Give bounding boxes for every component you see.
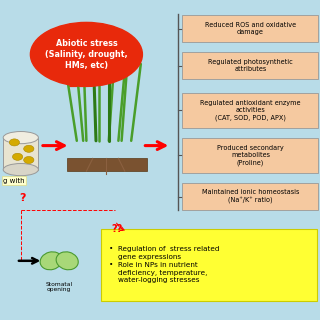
Text: •  Regulation of  stress related
    gene expressions
•  Role in NPs in nutrient: • Regulation of stress related gene expr…: [109, 246, 219, 283]
Ellipse shape: [24, 145, 34, 152]
Polygon shape: [69, 82, 86, 86]
Text: ??: ??: [111, 224, 123, 234]
FancyBboxPatch shape: [67, 158, 147, 171]
Text: Maintained ionic homeostasis
(Na⁺/K⁺ ratio): Maintained ionic homeostasis (Na⁺/K⁺ rat…: [202, 189, 299, 204]
FancyArrowPatch shape: [116, 223, 124, 230]
FancyBboxPatch shape: [182, 15, 318, 42]
Ellipse shape: [12, 153, 23, 160]
FancyBboxPatch shape: [101, 229, 317, 301]
FancyBboxPatch shape: [182, 52, 318, 79]
FancyBboxPatch shape: [182, 93, 318, 128]
Ellipse shape: [56, 252, 78, 270]
Ellipse shape: [3, 164, 38, 176]
Text: g with: g with: [3, 178, 25, 184]
Ellipse shape: [9, 139, 20, 146]
Text: Regulated photosynthetic
attributes: Regulated photosynthetic attributes: [208, 59, 293, 72]
Text: Abiotic stress
(Salinity, drought,
HMs, etc): Abiotic stress (Salinity, drought, HMs, …: [45, 39, 128, 70]
Ellipse shape: [3, 132, 38, 144]
Text: Regulated antioxidant enzyme
activities
(CAT, SOD, POD, APX): Regulated antioxidant enzyme activities …: [200, 100, 301, 121]
Text: Stomatal
opening: Stomatal opening: [46, 282, 73, 292]
Ellipse shape: [30, 22, 142, 86]
Ellipse shape: [40, 252, 62, 270]
FancyBboxPatch shape: [182, 183, 318, 211]
Text: ?: ?: [19, 193, 26, 204]
FancyBboxPatch shape: [182, 138, 318, 173]
Text: Reduced ROS and oxidative
damage: Reduced ROS and oxidative damage: [205, 22, 296, 36]
Ellipse shape: [24, 156, 34, 164]
Text: Produced secondary
metabolites
(Proline): Produced secondary metabolites (Proline): [217, 145, 284, 166]
FancyBboxPatch shape: [3, 138, 38, 170]
